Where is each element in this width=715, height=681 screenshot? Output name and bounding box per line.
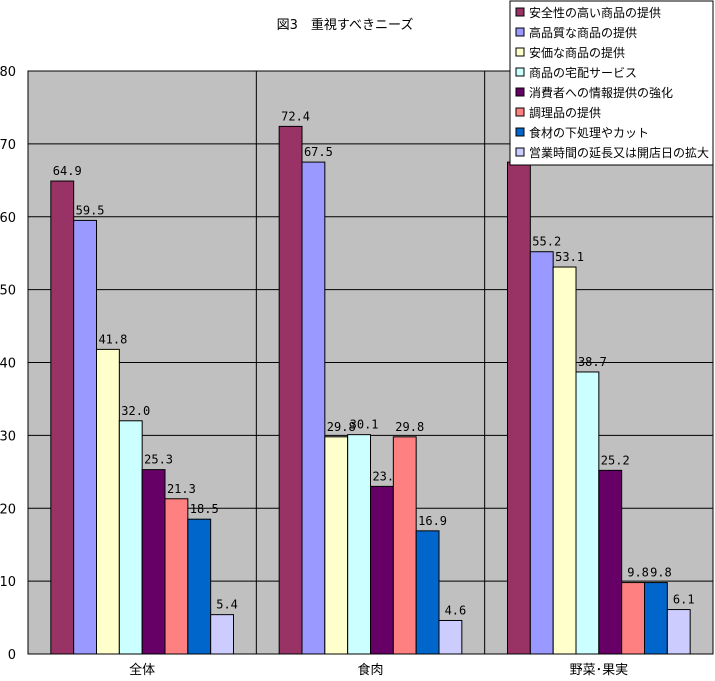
legend-label: 安価な商品の提供 — [529, 45, 625, 60]
data-label: 4.6 — [445, 603, 467, 617]
y-tick-label: 0 — [8, 648, 16, 663]
bar — [50, 180, 75, 655]
bar — [187, 518, 212, 655]
bar — [598, 469, 623, 655]
y-tick-label: 60 — [0, 211, 16, 226]
legend-box — [509, 0, 714, 166]
y-tick-label: 40 — [0, 357, 16, 372]
bar — [73, 219, 97, 655]
legend-label: 高品質な商品の提供 — [529, 25, 637, 40]
bar — [164, 498, 189, 655]
bar — [575, 371, 600, 655]
legend-swatch — [515, 7, 525, 17]
data-label: 29.8 — [327, 420, 356, 434]
data-label: 29.8 — [395, 420, 424, 434]
bar — [278, 125, 303, 655]
y-tick-label: 20 — [0, 502, 16, 517]
bar — [644, 582, 668, 655]
bar — [324, 436, 349, 655]
category-label: 全体 — [129, 662, 155, 678]
legend-label: 営業時間の延長又は開店日の拡大 — [529, 146, 709, 160]
y-tick-label: 30 — [0, 429, 16, 444]
data-label: 9.8 — [627, 566, 649, 580]
bar — [370, 485, 394, 655]
data-label: 38.7 — [578, 355, 607, 369]
data-label: 67.5 — [304, 145, 333, 159]
legend-swatch — [515, 147, 525, 157]
bar — [552, 266, 577, 655]
y-tick-label: 50 — [0, 284, 16, 299]
data-label: 59.5 — [76, 203, 105, 217]
chart-title: 図3 重視すべきニーズ — [277, 17, 414, 33]
legend-swatch — [515, 127, 525, 137]
bar — [392, 436, 417, 655]
bar — [210, 614, 235, 655]
legend-label: 調理品の提供 — [529, 105, 601, 120]
legend: 安全性の高い商品の提供高品質な商品の提供安価な商品の提供商品の宅配サービス消費者… — [509, 0, 714, 166]
bar — [507, 161, 531, 655]
bar — [666, 609, 691, 655]
bar — [96, 348, 120, 655]
data-label: 41.8 — [98, 332, 127, 346]
data-label: 55.2 — [532, 235, 561, 249]
category-label: 食肉 — [357, 662, 383, 678]
bar — [118, 420, 143, 655]
data-label: 5.4 — [216, 598, 238, 612]
data-label: 72.4 — [281, 109, 310, 123]
data-label: 9.8 — [650, 566, 672, 580]
data-label: 30.1 — [350, 418, 379, 432]
data-label: 18.5 — [190, 502, 219, 516]
data-label: 25.2 — [601, 453, 630, 467]
legend-swatch — [515, 87, 525, 97]
bar — [438, 619, 463, 655]
legend-label: 安全性の高い商品の提供 — [529, 5, 661, 20]
data-label: 64.9 — [53, 164, 82, 178]
y-tick-label: 80 — [0, 65, 16, 80]
bar — [529, 251, 554, 655]
bar — [415, 530, 440, 655]
data-label: 53.1 — [555, 250, 584, 264]
legend-label: 消費者への情報提供の強化 — [529, 85, 673, 100]
plot-area: 0 10 20 30 40 50 60 70 80 64.9 59.5 41.8 32.0 25.3 21.… — [0, 65, 714, 678]
legend-label: 商品の宅配サービス — [529, 65, 637, 80]
data-label: 16.9 — [418, 514, 447, 528]
legend-label: 食材の下処理やカット — [529, 125, 649, 140]
legend-swatch — [515, 107, 525, 117]
bar — [347, 434, 371, 655]
data-label: 6.1 — [673, 593, 695, 607]
legend-swatch — [515, 47, 525, 57]
data-label: 21.3 — [167, 482, 196, 496]
bar — [141, 469, 166, 655]
legend-swatch — [515, 67, 525, 77]
y-tick-label: 70 — [0, 138, 16, 153]
bar — [301, 161, 326, 655]
legend-swatch — [515, 27, 525, 37]
bar — [621, 582, 646, 655]
y-tick-label: 10 — [0, 575, 16, 590]
data-label: 32.0 — [121, 404, 150, 418]
data-label: 25.3 — [144, 453, 173, 467]
category-label: 野菜･果実 — [570, 662, 629, 678]
